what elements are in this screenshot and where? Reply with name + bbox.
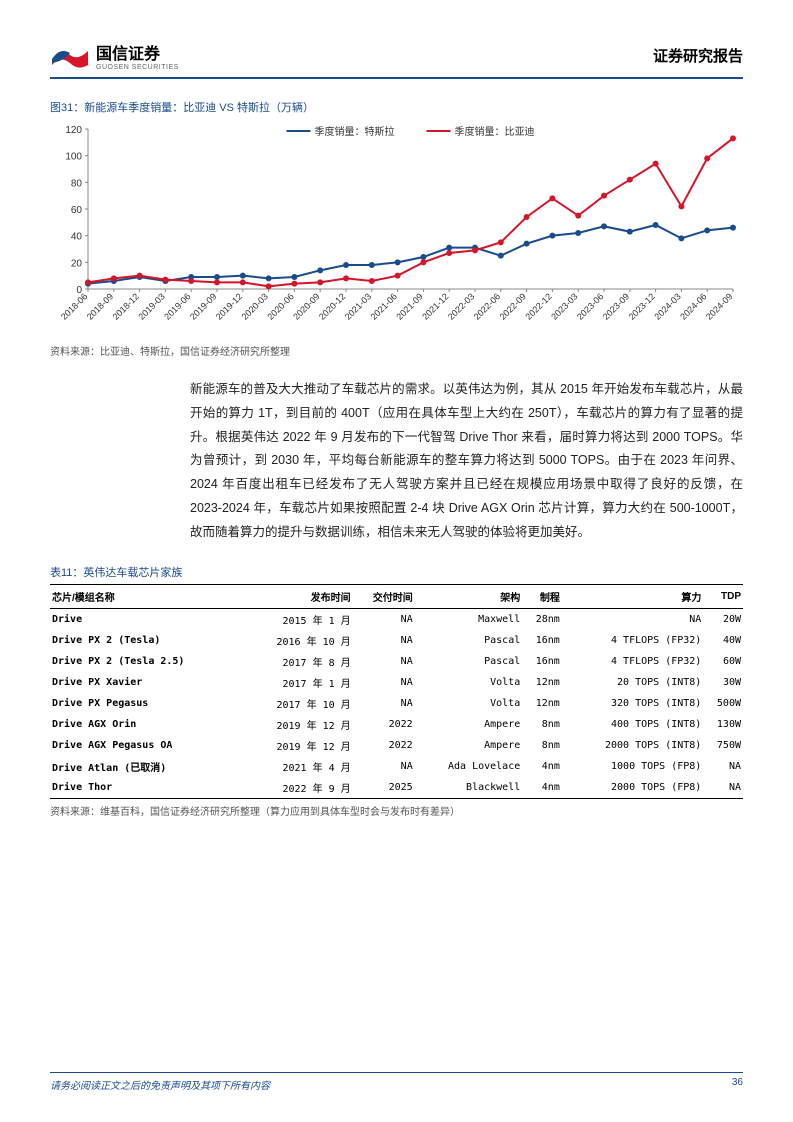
table11-col-3: 架构 [415,585,523,609]
svg-text:2018-09: 2018-09 [85,291,115,321]
svg-text:2019-06: 2019-06 [162,291,192,321]
table-row: Drive Atlan (已取消)2021 年 4 月NAAda Lovelac… [50,756,743,777]
table11: 芯片/模组名称发布时间交付时间架构制程算力TDP Drive2015 年 1 月… [50,584,743,799]
table11-col-4: 制程 [522,585,562,609]
svg-text:20: 20 [71,258,83,269]
svg-text:80: 80 [71,178,83,189]
svg-text:2023-09: 2023-09 [601,291,631,321]
table11-col-2: 交付时间 [353,585,415,609]
table-row: Drive Thor2022 年 9 月2025Blackwell4nm2000… [50,777,743,799]
table-row: Drive PX 2 (Tesla 2.5)2017 年 8 月NAPascal… [50,651,743,672]
table11-col-1: 发布时间 [242,585,352,609]
svg-text:2024-09: 2024-09 [704,291,734,321]
svg-text:120: 120 [65,125,82,136]
svg-text:2019-12: 2019-12 [214,291,244,321]
page-footer: 请务必阅读正文之后的免责声明及其项下所有内容 36 [50,1072,743,1092]
svg-text:2021-06: 2021-06 [369,291,399,321]
body-paragraph: 新能源车的普及大大推动了车载芯片的需求。以英伟达为例，其从 2015 年开始发布… [190,378,743,544]
table-row: Drive AGX Pegasus OA2019 年 12 月2022Amper… [50,735,743,756]
svg-text:2019-03: 2019-03 [136,291,166,321]
svg-text:季度销量：特斯拉: 季度销量：特斯拉 [315,125,395,138]
svg-text:2024-06: 2024-06 [678,291,708,321]
svg-text:2023-06: 2023-06 [575,291,605,321]
report-type: 证券研究报告 [653,45,743,66]
logo-block: 国信证券 GUOSEN SECURITIES [50,40,179,71]
svg-text:40: 40 [71,232,83,243]
svg-text:2020-12: 2020-12 [317,291,347,321]
svg-text:2022-09: 2022-09 [498,291,528,321]
svg-text:2018-12: 2018-12 [111,291,141,321]
logo-text-cn: 国信证券 [96,40,179,64]
svg-text:2022-03: 2022-03 [446,291,476,321]
table-row: Drive PX Pegasus2017 年 10 月NAVolta12nm32… [50,693,743,714]
table11-source: 资料来源：维基百科，国信证券经济研究所整理（算力应用到具体车型时会与发布时有差异… [50,803,743,818]
svg-text:2020-09: 2020-09 [291,291,321,321]
figure31-title: 图31：新能源车季度销量：比亚迪 VS 特斯拉（万辆） [50,99,743,115]
svg-text:2018-06: 2018-06 [59,291,89,321]
svg-text:2023-12: 2023-12 [627,291,657,321]
svg-text:2020-06: 2020-06 [265,291,295,321]
page-header: 国信证券 GUOSEN SECURITIES 证券研究报告 [50,40,743,79]
table-row: Drive2015 年 1 月NAMaxwell28nmNA20W [50,609,743,631]
svg-text:2021-12: 2021-12 [420,291,450,321]
svg-text:100: 100 [65,152,82,163]
svg-text:季度销量：比亚迪: 季度销量：比亚迪 [455,125,535,138]
table-row: Drive AGX Orin2019 年 12 月2022Ampere8nm40… [50,714,743,735]
svg-text:60: 60 [71,205,83,216]
logo-icon [50,41,90,71]
svg-text:2019-09: 2019-09 [188,291,218,321]
figure31-chart: 0204060801001202018-062018-092018-122019… [50,119,743,339]
svg-text:2024-03: 2024-03 [652,291,682,321]
page-number: 36 [732,1077,743,1092]
table11-col-0: 芯片/模组名称 [50,585,242,609]
table-row: Drive PX 2 (Tesla)2016 年 10 月NAPascal16n… [50,630,743,651]
table11-col-5: 算力 [562,585,703,609]
table11-title: 表11：英伟达车载芯片家族 [50,564,743,580]
svg-text:2023-03: 2023-03 [549,291,579,321]
svg-text:2021-09: 2021-09 [394,291,424,321]
svg-text:2021-03: 2021-03 [343,291,373,321]
footer-disclaimer: 请务必阅读正文之后的免责声明及其项下所有内容 [50,1077,270,1092]
svg-text:2022-12: 2022-12 [523,291,553,321]
figure31-source: 资料来源：比亚迪、特斯拉，国信证券经济研究所整理 [50,343,743,358]
table-row: Drive PX Xavier2017 年 1 月NAVolta12nm20 T… [50,672,743,693]
svg-text:2020-03: 2020-03 [240,291,270,321]
table11-col-6: TDP [703,585,743,609]
logo-text-en: GUOSEN SECURITIES [96,64,179,71]
svg-text:2022-06: 2022-06 [472,291,502,321]
